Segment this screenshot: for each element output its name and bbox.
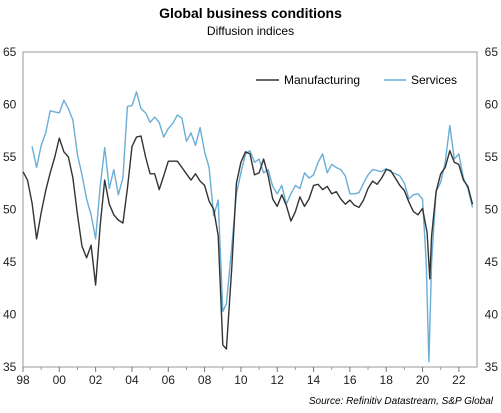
legend-label-services: Services	[411, 73, 457, 87]
x-tick-label: 22	[452, 373, 466, 387]
y-tick-label-right: 35	[485, 360, 499, 374]
x-tick-label: 04	[125, 373, 139, 387]
chart-title: Global business conditions	[159, 5, 342, 21]
y-tick-label-left: 60	[3, 98, 17, 112]
plot-frame	[22, 51, 478, 368]
y-tick-label-left: 65	[3, 45, 17, 59]
series-line-manufacturing	[22, 135, 474, 350]
y-tick-label-right: 50	[485, 203, 499, 217]
x-tick-label: 10	[234, 373, 248, 387]
chart-subtitle: Diffusion indices	[206, 24, 295, 38]
legend-label-manufacturing: Manufacturing	[284, 73, 360, 87]
y-tick-label-left: 40	[3, 308, 17, 322]
x-tick-label: 20	[416, 373, 430, 387]
x-tick-label: 06	[162, 373, 176, 387]
y-tick-label-right: 60	[485, 98, 499, 112]
x-tick-label: 02	[89, 373, 103, 387]
source-note: Source: Refinitiv Datastream, S&P Global	[308, 396, 493, 407]
y-tick-label-left: 50	[3, 203, 17, 217]
y-tick-label-right: 40	[485, 308, 499, 322]
x-tick-label: 12	[271, 373, 285, 387]
y-tick-label-right: 55	[485, 150, 499, 164]
series-line-services	[31, 91, 474, 363]
x-tick-label: 16	[343, 373, 357, 387]
x-tick-label: 08	[198, 373, 212, 387]
x-tick-label: 98	[16, 373, 30, 387]
x-tick-label: 00	[53, 373, 67, 387]
x-tick-label: 18	[380, 373, 394, 387]
y-tick-label-left: 35	[3, 360, 17, 374]
y-tick-label-left: 45	[3, 255, 17, 269]
y-tick-label-right: 45	[485, 255, 499, 269]
y-tick-label-left: 55	[3, 150, 17, 164]
x-tick-label: 14	[307, 373, 321, 387]
y-tick-label-right: 65	[485, 45, 499, 59]
